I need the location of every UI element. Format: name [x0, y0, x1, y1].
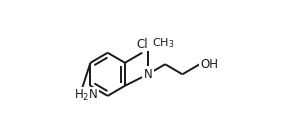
Text: OH: OH — [200, 58, 218, 71]
Text: Cl: Cl — [136, 38, 148, 51]
Text: N: N — [143, 68, 152, 81]
Text: CH$_3$: CH$_3$ — [151, 36, 174, 50]
Text: H$_2$N: H$_2$N — [74, 88, 98, 103]
